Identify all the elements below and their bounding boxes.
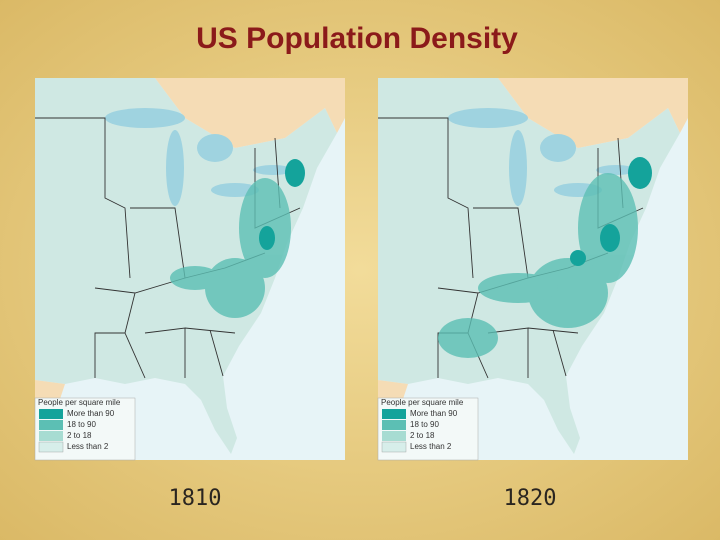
legend-item: Less than 2 bbox=[67, 442, 109, 451]
legend-item: More than 90 bbox=[67, 409, 115, 418]
map-1820: People per square mile More than 90 18 t… bbox=[377, 77, 689, 461]
slide-title: US Population Density bbox=[196, 22, 518, 55]
legend-title: People per square mile bbox=[381, 398, 464, 407]
legend-item: 18 to 90 bbox=[67, 420, 96, 429]
map-year: 1820 bbox=[504, 486, 557, 511]
map-year: 1810 bbox=[169, 486, 222, 511]
legend-item: 2 to 18 bbox=[67, 431, 92, 440]
legend-item: 2 to 18 bbox=[410, 431, 435, 440]
legend-item: Less than 2 bbox=[410, 442, 452, 451]
map-1810: People per square mile More than 90 18 t… bbox=[34, 77, 346, 461]
legend-title: People per square mile bbox=[38, 398, 121, 407]
legend-item: 18 to 90 bbox=[410, 420, 439, 429]
legend-item: More than 90 bbox=[410, 409, 458, 418]
